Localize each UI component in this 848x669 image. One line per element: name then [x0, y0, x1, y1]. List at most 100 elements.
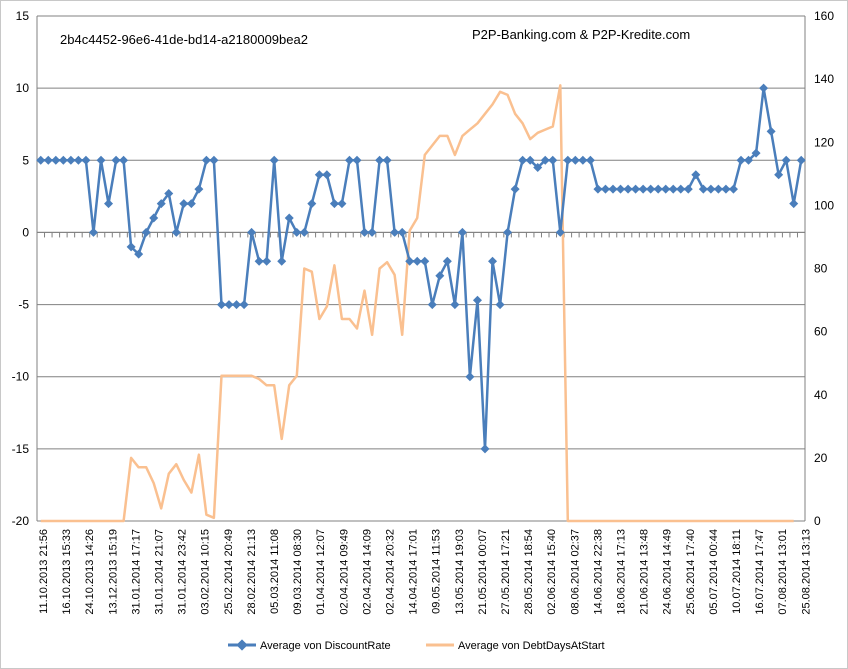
marker-discountrate [781, 155, 791, 165]
marker-discountrate [405, 256, 415, 266]
marker-discountrate [600, 184, 610, 194]
marker-discountrate [329, 199, 339, 209]
marker-discountrate [427, 300, 437, 310]
y-left-tick-label: -20 [12, 514, 30, 528]
axes [36, 16, 806, 521]
marker-discountrate [247, 227, 257, 237]
marker-discountrate [360, 227, 370, 237]
x-tick-label: 18.06.2014 17:13 [616, 529, 628, 615]
marker-discountrate [766, 126, 776, 136]
legend-label-discountrate: Average von DiscountRate [260, 640, 391, 652]
marker-discountrate [525, 155, 535, 165]
marker-discountrate [58, 155, 68, 165]
marker-discountrate [503, 227, 513, 237]
marker-discountrate [216, 300, 226, 310]
chart-id-annotation: 2b4c4452-96e6-41de-bd14-a2180009bea2 [60, 32, 308, 47]
marker-discountrate [676, 184, 686, 194]
x-tick-label: 24.10.2013 14:26 [84, 529, 96, 615]
x-tick-label: 05.07.2014 00:44 [708, 529, 720, 615]
marker-discountrate [126, 242, 136, 252]
marker-discountrate [81, 155, 91, 165]
marker-discountrate [307, 199, 317, 209]
x-tick-label: 02.04.2014 20:32 [385, 529, 397, 615]
marker-discountrate [796, 155, 806, 165]
marker-discountrate [164, 188, 174, 198]
marker-discountrate [352, 155, 362, 165]
y-left-tick-label: -5 [18, 298, 29, 312]
marker-discountrate [149, 213, 159, 223]
y-left-tick-label: 5 [22, 153, 29, 167]
marker-discountrate [555, 227, 565, 237]
x-tick-label: 03.02.2014 10:15 [200, 529, 212, 615]
marker-discountrate [277, 256, 287, 266]
x-tick-label: 07.08.2014 13:01 [777, 529, 789, 615]
marker-discountrate [646, 184, 656, 194]
y-right-tick-label: 40 [814, 388, 828, 402]
legend-label-debtdays: Average von DebtDaysAtStart [458, 640, 605, 652]
x-tick-label: 02.04.2014 09:49 [338, 529, 350, 615]
marker-discountrate [510, 184, 520, 194]
chart-source-annotation: P2P-Banking.com & P2P-Kredite.com [472, 27, 690, 42]
marker-discountrate [751, 148, 761, 158]
marker-discountrate [623, 184, 633, 194]
marker-discountrate [713, 184, 723, 194]
marker-discountrate [593, 184, 603, 194]
marker-discountrate [653, 184, 663, 194]
marker-discountrate [450, 300, 460, 310]
marker-discountrate [683, 184, 693, 194]
marker-discountrate [759, 83, 769, 93]
marker-discountrate [736, 155, 746, 165]
marker-discountrate [774, 170, 784, 180]
x-tick-label: 31.01.2014 21:07 [154, 529, 166, 615]
y-left-tick-label: 15 [16, 9, 30, 23]
marker-discountrate [232, 300, 242, 310]
y-axis-left-ticks: -20 -15 -10 -5 0 5 10 15 [12, 9, 30, 528]
marker-discountrate [789, 199, 799, 209]
x-tick-label: 31.01.2014 23:42 [177, 529, 189, 615]
marker-discountrate [111, 155, 121, 165]
x-tick-label: 28.05.2014 18:54 [523, 529, 535, 615]
marker-discountrate [186, 199, 196, 209]
marker-discountrate [314, 170, 324, 180]
marker-discountrate [706, 184, 716, 194]
marker-discountrate [465, 372, 475, 382]
marker-discountrate [548, 155, 558, 165]
legend-swatch-discountrate-marker [236, 639, 248, 651]
marker-discountrate [51, 155, 61, 165]
x-tick-label: 25.08.2014 13:13 [800, 529, 812, 615]
marker-discountrate [299, 227, 309, 237]
marker-discountrate [442, 256, 452, 266]
marker-discountrate [668, 184, 678, 194]
x-tick-label: 09.03.2014 08:30 [292, 529, 304, 615]
marker-discountrate [698, 184, 708, 194]
x-axis-ticks: 11.10.2013 21:56 16.10.2013 15:33 24.10.20… [38, 529, 812, 615]
x-tick-label: 27.05.2014 17:21 [500, 529, 512, 615]
marker-discountrate [96, 155, 106, 165]
x-tick-label: 28.02.2014 21:13 [246, 529, 258, 615]
x-tick-label: 24.06.2014 14:49 [662, 529, 674, 615]
marker-discountrate [412, 256, 422, 266]
marker-discountrate [367, 227, 377, 237]
marker-discountrate [518, 155, 528, 165]
marker-discountrate [209, 155, 219, 165]
marker-discountrate [262, 256, 272, 266]
legend: Average von DiscountRate Average von Deb… [228, 639, 605, 652]
legend-item-discountrate: Average von DiscountRate [228, 639, 391, 652]
marker-discountrate [73, 155, 83, 165]
marker-discountrate [375, 155, 385, 165]
y-right-tick-label: 80 [814, 262, 828, 276]
y-right-tick-label: 120 [814, 135, 834, 149]
x-tick-label: 05.03.2014 11:08 [269, 529, 281, 614]
marker-discountrate [36, 155, 46, 165]
x-tick-label: 14.06.2014 22:38 [592, 529, 604, 615]
marker-discountrate [691, 170, 701, 180]
marker-discountrate [563, 155, 573, 165]
marker-discountrate [728, 184, 738, 194]
x-tick-label: 21.06.2014 13:48 [639, 529, 651, 615]
marker-discountrate [540, 155, 550, 165]
x-tick-label: 09.05.2014 11:53 [431, 529, 443, 614]
marker-discountrate [292, 227, 302, 237]
marker-discountrate [201, 155, 211, 165]
